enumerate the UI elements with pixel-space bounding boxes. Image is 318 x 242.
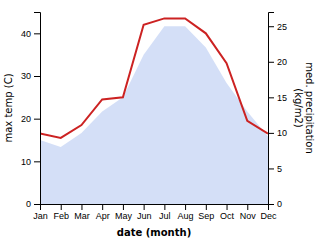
y2-tick-label: 0 [277,199,282,209]
y-tick: 40 [21,29,40,39]
y2-axis-title: med. precipitation(kg/m2) [293,62,315,154]
x-tick-label: Feb [53,211,69,221]
x-tick: Mar [74,204,90,221]
y2-tick-mark [268,204,274,205]
y2-tick-mark [268,168,274,169]
temp-line [40,18,268,137]
y2-tick-mark [268,26,274,27]
y-tick: 20 [21,114,40,124]
y-tick: 30 [21,71,40,81]
x-tick-mark [185,204,186,210]
y2-tick-label: 20 [277,57,287,67]
x-tick-mark [227,204,228,210]
y-tick-label: 40 [21,29,31,39]
y-axis-line [34,13,41,205]
y2-tick: 25 [268,22,287,32]
y-tick-label: 0 [26,199,31,209]
x-tick-mark [61,204,62,210]
x-tick: Jul [159,204,171,221]
x-tick-label: Oct [220,211,235,221]
x-tick: Apr [96,204,110,221]
marks [40,18,268,204]
x-tick-mark [102,204,103,210]
y-tick-mark [34,76,40,77]
x-axis: Jan Feb Mar Apr May Jun Jul Aug Sep Oct NovDec [33,204,277,221]
y2-tick-mark [268,62,274,63]
x-tick-mark [164,204,165,210]
x-tick-label: Jun [137,211,152,221]
y-tick-mark [34,119,40,120]
x-tick-label: Aug [178,211,194,221]
x-tick: Sep [198,204,214,221]
chart: JanFebMarAprMayJunJulAugSepOctNovDec0102… [0,0,318,242]
x-tick-mark [123,204,124,210]
y2-tick: 20 [268,57,287,67]
x-tick-label: Apr [96,211,110,221]
y-axis: 0 10 20 30 40 [21,13,41,210]
y2-tick: 10 [268,128,287,138]
y2-tick: 15 [268,93,287,103]
x-tick-label: Dec [260,211,277,221]
x-tick: Dec [260,204,277,221]
x-tick: Aug [178,204,194,221]
x-tick: Jan [33,204,48,221]
y-tick: 10 [21,157,40,167]
y-tick-label: 10 [21,157,31,167]
x-tick: May [115,204,133,221]
y-tick: 0 [26,199,40,209]
y-tick-mark [34,161,40,162]
y-tick-label: 20 [21,114,31,124]
y2-axis-title-line: (kg/m2) [293,88,304,128]
x-axis-title: date (month) [117,227,191,238]
precip-area [40,26,268,204]
y2-tick: 0 [268,199,282,209]
y-tick-mark [34,33,40,34]
y2-axis-line [269,13,275,205]
y2-tick-mark [268,97,274,98]
x-tick-mark [144,204,145,210]
x-tick: Jun [137,204,152,221]
y2-tick-label: 25 [277,22,287,32]
y2-tick-label: 15 [277,93,287,103]
x-tick: Nov [240,204,257,221]
y2-axis: 0 5 10 15 20 25 [268,13,287,210]
x-axis-line [41,205,269,211]
x-tick: Oct [220,204,235,221]
x-tick-mark [247,204,248,210]
y-axis-title: max temp (C) [3,73,14,142]
x-tick-mark [206,204,207,210]
y2-tick: 5 [268,164,282,174]
x-tick-label: Sep [198,211,214,221]
y2-tick-label: 10 [277,128,287,138]
plot: JanFebMarAprMayJunJulAugSepOctNovDec0102… [3,13,315,239]
y2-tick-label: 5 [277,164,282,174]
y-tick-label: 30 [21,71,31,81]
x-tick-label: Jan [33,211,48,221]
x-tick-mark [81,204,82,210]
y2-axis-title-line: med. precipitation [304,62,315,154]
x-tick-label: Jul [159,211,171,221]
x-tick-label: Mar [74,211,90,221]
y2-tick-mark [268,133,274,134]
x-tick-label: May [115,211,133,221]
x-tick-label: Nov [240,211,257,221]
y-tick-mark [34,204,40,205]
x-tick: Feb [53,204,69,221]
